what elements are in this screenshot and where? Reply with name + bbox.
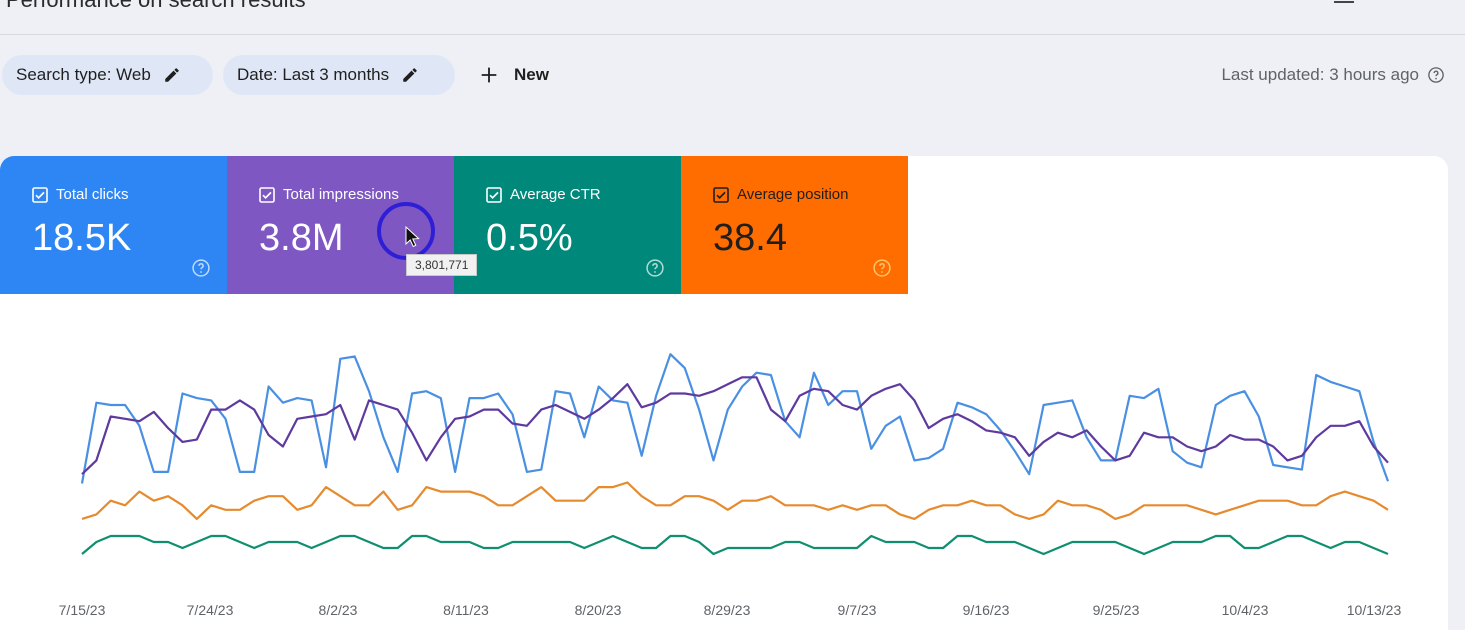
x-tick-label: 9/16/23 <box>963 602 1010 618</box>
x-tick-label: 8/2/23 <box>319 602 358 618</box>
date-range-label: Date: Last 3 months <box>237 65 390 84</box>
mouse-cursor-icon <box>405 226 420 248</box>
last-updated: Last updated: 3 hours ago <box>1221 55 1445 95</box>
edit-icon <box>403 68 417 82</box>
help-icon[interactable] <box>872 258 892 278</box>
top-bar: Performance on search results <box>0 0 1465 35</box>
metric-total-clicks[interactable]: Total clicks 18.5K <box>0 156 227 294</box>
last-updated-text: Last updated: 3 hours ago <box>1221 65 1419 84</box>
metric-average-position[interactable]: Average position 38.4 <box>681 156 908 294</box>
x-tick-label: 8/29/23 <box>704 602 751 618</box>
series-line-average-ctr <box>81 534 1389 556</box>
help-icon[interactable] <box>645 258 665 278</box>
x-tick-label: 9/7/23 <box>838 602 877 618</box>
x-tick-label: 8/20/23 <box>575 602 622 618</box>
performance-card: Total clicks 18.5K Total impressions 3.8… <box>0 156 1448 630</box>
value-tooltip: 3,801,771 <box>406 254 478 276</box>
metric-value: 0.5% <box>486 217 573 259</box>
checkbox-icon <box>713 186 729 203</box>
metric-label: Total clicks <box>56 186 129 203</box>
metric-tiles: Total clicks 18.5K Total impressions 3.8… <box>0 156 908 294</box>
menu-icon[interactable] <box>1334 0 1354 4</box>
search-type-chip[interactable]: Search type: Web <box>2 55 213 95</box>
more-options-icon[interactable] <box>1378 0 1438 4</box>
metric-label: Average position <box>737 186 849 203</box>
x-tick-label: 8/11/23 <box>443 602 489 618</box>
metric-value: 3.8M <box>259 217 344 259</box>
help-icon[interactable] <box>191 258 211 278</box>
new-filter-label: New <box>514 65 549 84</box>
checkbox-icon <box>486 186 502 203</box>
metric-label: Total impressions <box>283 186 399 203</box>
metric-average-ctr[interactable]: Average CTR 0.5% <box>454 156 681 294</box>
page-title: Performance on search results <box>6 0 306 13</box>
edit-icon <box>165 68 179 82</box>
checkbox-icon <box>32 186 48 203</box>
metric-value: 18.5K <box>32 217 132 259</box>
metric-label: Average CTR <box>510 186 601 203</box>
filter-row: Search type: Web Date: Last 3 months New… <box>0 55 1465 95</box>
new-filter-button[interactable]: New <box>478 55 549 95</box>
x-tick-label: 9/25/23 <box>1093 602 1140 618</box>
series-line-total-clicks <box>80 353 1390 484</box>
series-line-total-impressions <box>81 376 1389 475</box>
search-type-label: Search type: Web <box>16 65 151 84</box>
checkbox-icon <box>259 186 275 203</box>
x-tick-label: 7/15/23 <box>59 602 106 618</box>
help-icon[interactable] <box>1427 66 1445 84</box>
x-tick-label: 10/4/23 <box>1222 602 1269 618</box>
x-tick-label: 7/24/23 <box>187 602 234 618</box>
metric-value: 38.4 <box>713 217 787 259</box>
plus-icon <box>481 67 497 83</box>
performance-chart[interactable]: 7/15/23 7/24/23 8/2/23 8/11/23 8/20/23 8/29/2… <box>0 156 1448 630</box>
date-range-chip[interactable]: Date: Last 3 months <box>223 55 455 95</box>
series-line-average-position <box>81 481 1389 520</box>
x-tick-label: 10/13/23 <box>1347 602 1402 618</box>
